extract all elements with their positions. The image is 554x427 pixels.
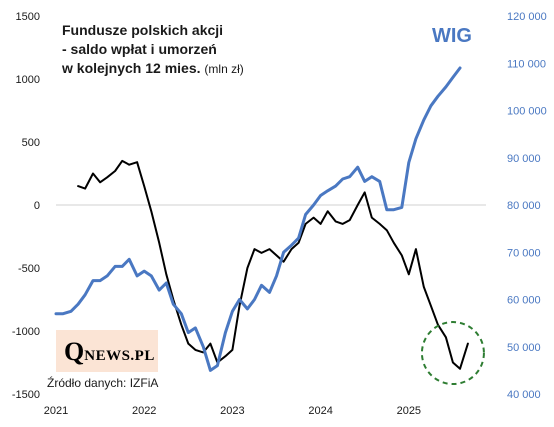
logo-rest: NEWS.PL [84, 348, 155, 364]
y-right-tick-label: 120 000 [507, 11, 547, 23]
y-left-tick-label: 1000 [16, 74, 40, 86]
y-right-tick-label: 50 000 [507, 342, 541, 354]
y-left-tick-label: 1500 [16, 11, 40, 23]
wig-series-line [54, 66, 462, 372]
x-tick-label: 2024 [308, 405, 332, 417]
y-left-tick-label: -1000 [12, 326, 40, 338]
y-right-tick-label: 80 000 [507, 200, 541, 212]
x-tick-label: 2021 [44, 405, 68, 417]
axis-labels: 1500 1000 500 0 -500 -1000 -1500 120 000 110 000… [12, 11, 547, 417]
y-right-tick-label: 110 000 [507, 58, 546, 70]
chart-title-line-3: w kolejnych 12 mies. (mln zł) [62, 60, 244, 76]
y-right-tick-label: 100 000 [507, 106, 547, 118]
annotation-layer [420, 321, 485, 386]
x-tick-label: 2023 [220, 405, 244, 417]
wig-series-label: WIG [432, 25, 472, 47]
y-right-tick-label: 40 000 [507, 389, 541, 401]
x-tick-label: 2025 [397, 405, 421, 417]
y-right-tick-label: 70 000 [507, 247, 541, 259]
logo-q: Q [64, 337, 85, 366]
y-left-tick-label: 0 [34, 200, 40, 212]
chart-title-line-2: - saldo wpłat i umorzeń [62, 41, 217, 57]
fund-flows-series-line [77, 159, 469, 370]
chart-title-unit: (mln zł) [204, 62, 244, 76]
y-right-tick-label: 60 000 [507, 295, 541, 307]
y-left-tick-label: -500 [18, 263, 40, 275]
chart-title-line-1: Fundusze polskich akcji [62, 22, 224, 38]
series-layer [54, 66, 469, 372]
qnews-logo-text: QNEWS.PL [64, 337, 155, 367]
y-right-tick-label: 90 000 [507, 153, 541, 165]
chart-title-line-3-text: w kolejnych 12 mies. [62, 60, 201, 76]
y-left-tick-label: 500 [22, 137, 40, 149]
highlight-circle [420, 321, 485, 386]
source-note: Źródło danych: IZFiA [47, 376, 159, 390]
y-left-tick-label: -1500 [12, 389, 40, 401]
x-tick-label: 2022 [132, 405, 156, 417]
qnews-logo: QNEWS.PL [56, 330, 158, 372]
